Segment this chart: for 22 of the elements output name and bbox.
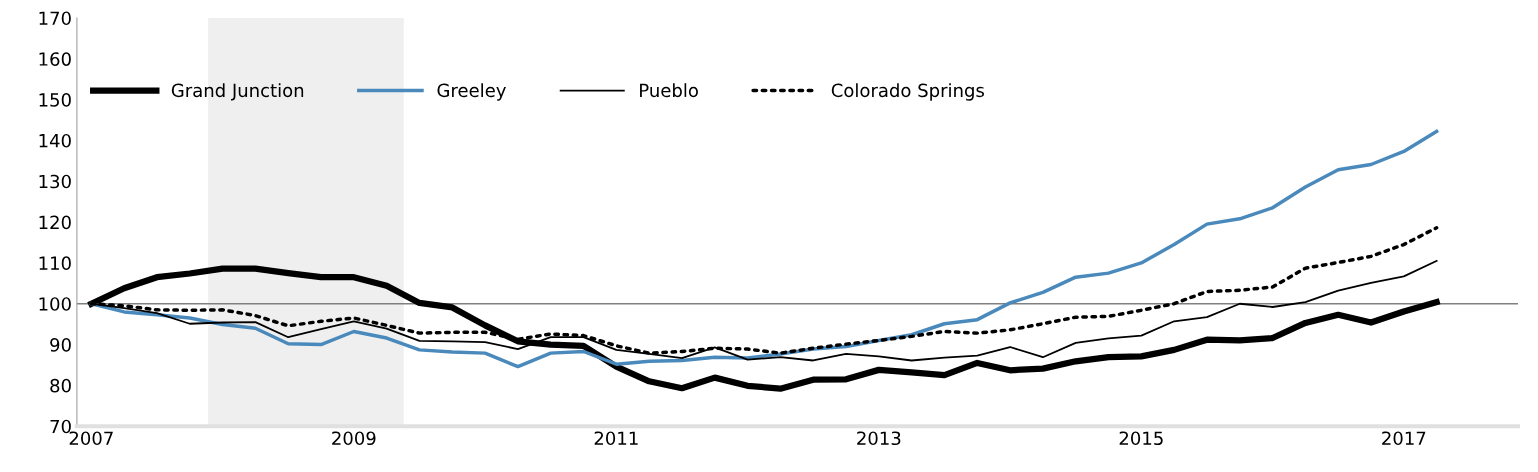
- y-tick-label: 160: [39, 52, 71, 66]
- x-tick-label: 2011: [594, 431, 638, 446]
- y-tick-label: 120: [39, 215, 71, 230]
- y-tick-label: 80: [50, 378, 71, 393]
- x-tick-label: 2013: [857, 431, 901, 446]
- legend-label: Colorado Springs: [831, 83, 984, 101]
- line-series: [89, 129, 1439, 369]
- x-tick-label: 2015: [1119, 431, 1163, 446]
- legend-label: Grand Junction: [171, 83, 304, 101]
- legend-label: Pueblo: [640, 83, 698, 98]
- y-tick-label: 130: [39, 174, 71, 189]
- x-tick-label: 2017: [1382, 431, 1426, 446]
- y-tick-label: 150: [39, 93, 71, 107]
- y-tick-label: 90: [50, 338, 71, 352]
- x-tick-label: 2007: [69, 431, 113, 446]
- x-tick-label: 2009: [332, 431, 376, 446]
- y-tick-label: 100: [39, 297, 71, 311]
- y-tick-label: 140: [39, 133, 71, 148]
- y-tick-label: 110: [39, 256, 71, 271]
- legend-label: Greeley: [437, 83, 506, 101]
- y-tick-label: 70: [50, 419, 71, 434]
- y-tick-label: 170: [39, 11, 71, 26]
